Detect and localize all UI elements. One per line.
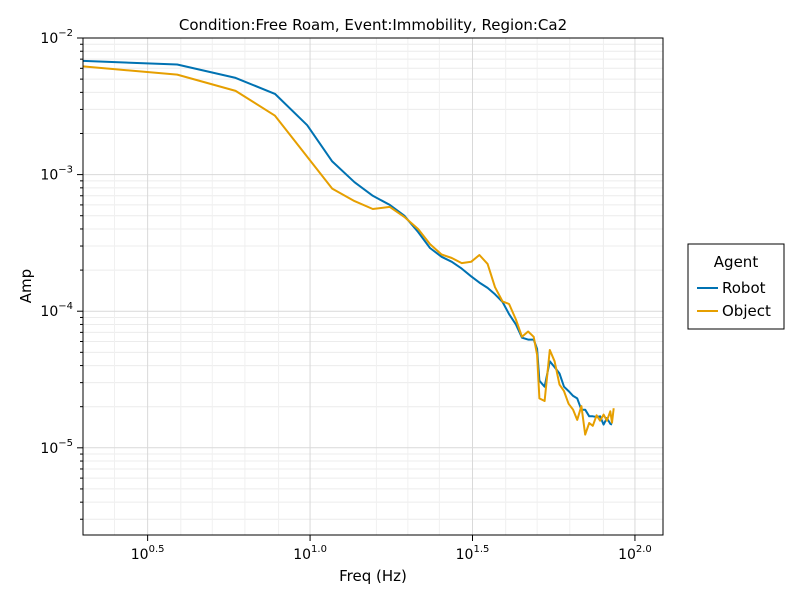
legend-title: Agent xyxy=(714,253,759,271)
legend: Agent Robot Object xyxy=(687,243,785,330)
x-axis-label: Freq (Hz) xyxy=(339,567,407,585)
y-tick-label: 10−4 xyxy=(40,301,73,320)
legend-box xyxy=(687,243,785,330)
y-tick-label: 10−2 xyxy=(40,28,73,47)
plot-frame xyxy=(82,37,664,536)
y-tick-label: 10−3 xyxy=(40,165,73,184)
series-line-object xyxy=(83,65,615,436)
x-tick-label: 100.5 xyxy=(131,544,165,563)
axis-ticks: 10−5 10−4 10−3 10−2 100.5 101.0 101.5 102.0 xyxy=(40,28,651,563)
y-axis-label: Amp xyxy=(17,269,35,303)
grid xyxy=(83,37,663,535)
x-tick-label: 101.5 xyxy=(456,544,490,563)
legend-label-robot: Robot xyxy=(722,279,766,297)
y-tick-label: 10−5 xyxy=(40,438,73,457)
x-tick-label: 101.0 xyxy=(293,544,327,563)
chart-title: Condition:Free Roam, Event:Immobility, R… xyxy=(179,16,567,34)
series-layer xyxy=(83,59,615,436)
legend-label-object: Object xyxy=(722,302,771,320)
x-tick-label: 102.0 xyxy=(618,544,652,563)
series-line-robot xyxy=(83,59,613,426)
